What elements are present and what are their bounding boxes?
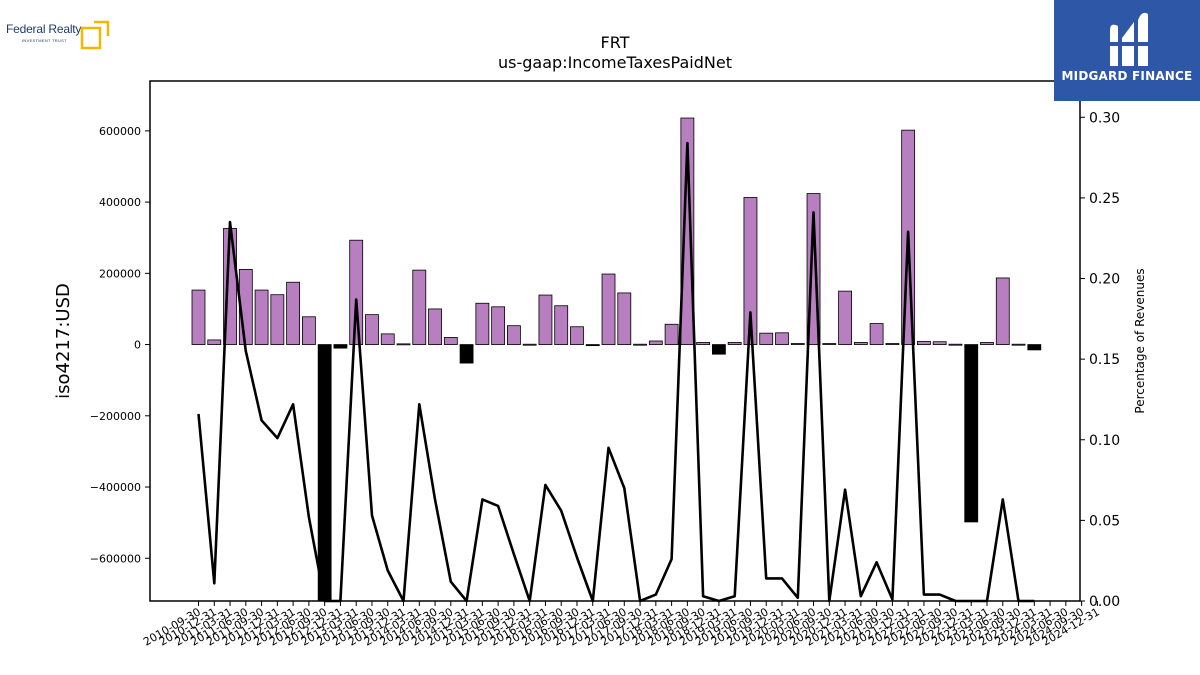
bar [917,340,931,345]
bar [885,343,900,345]
chart-title: FRT [601,33,630,52]
bar [333,344,348,349]
bar [727,342,742,345]
bar [853,342,868,345]
bar [869,323,884,345]
federal-realty-subtitle: INVESTMENT TRUST [22,38,67,43]
y2-tick-label: 0.20 [1089,272,1120,288]
y2-tick-label: 0.05 [1089,513,1120,529]
chart-subtitle: us-gaap:IncomeTaxesPaidNet [498,53,732,72]
bar [601,273,616,345]
y-tick-label: −200000 [90,410,141,423]
y-tick-label: −600000 [90,552,141,565]
y-tick-label: −400000 [90,481,141,494]
bar [270,294,285,345]
bar [207,339,222,345]
y2-tick-label: 0.00 [1089,594,1120,610]
bar [680,117,695,345]
midgard-name: MIDGARD FINANCE [1061,69,1193,83]
bar [570,326,584,345]
bar [980,342,994,345]
bar [365,314,379,345]
y2-tick-label: 0.25 [1089,191,1120,207]
bar [664,323,679,345]
y-tick-label: 0 [134,339,141,352]
bar [790,343,805,345]
bar [617,292,632,345]
midgard-mark-icon [1106,12,1150,67]
bars-group [191,117,1042,602]
midgard-finance-logo: MIDGARD FINANCE [1054,0,1200,101]
bar [822,343,837,345]
bar [696,342,711,345]
bar [1027,344,1042,351]
bar [964,344,979,523]
bar [648,340,663,345]
bar [443,337,458,345]
bar [191,289,206,345]
bar [428,308,442,345]
y2-axis-label: Percentage of Revenues [1133,268,1147,413]
bar [301,316,316,345]
bar [538,294,553,345]
bar [459,344,474,364]
bar [412,269,427,345]
y2-tick-label: 0.30 [1089,110,1120,126]
x-axis-ticks: 2010-09-302010-12-312011-03-312011-06-30… [141,601,1102,649]
bar [317,344,332,602]
bar [633,343,647,346]
y2-tick-label: 0.15 [1089,352,1120,368]
bar [932,341,947,345]
bar [775,332,789,345]
y-axis-label: iso4217:USD [53,283,74,399]
bar [254,289,269,345]
bar [1011,343,1026,346]
bar [396,343,411,346]
bar [349,239,364,345]
left-axis-ticks: 600000 400000 200000 0 −200000 −400000 −600000 [90,125,150,565]
bar [475,302,490,345]
y-tick-label: 200000 [99,267,141,280]
bar [759,332,774,345]
federal-realty-logo: Federal Realty INVESTMENT TRUST [6,18,116,52]
bar [491,306,506,345]
bar [712,344,726,355]
plot-frame [149,80,1081,602]
y2-tick-label: 0.10 [1089,433,1120,449]
bar [286,281,301,345]
bar [585,344,600,347]
federal-realty-name: Federal Realty [6,22,82,36]
federal-realty-mark-icon [80,20,110,50]
bar [995,277,1010,345]
bar [522,343,537,346]
bar [838,290,852,345]
y-tick-label: 600000 [99,125,141,138]
bar [743,197,758,345]
bar [506,325,521,345]
y-tick-label: 400000 [99,196,141,209]
bar [380,333,395,345]
bar [948,343,963,346]
bar [554,305,569,345]
right-axis-ticks: 0.30 0.25 0.20 0.15 0.10 0.05 0.00 [1080,110,1120,610]
